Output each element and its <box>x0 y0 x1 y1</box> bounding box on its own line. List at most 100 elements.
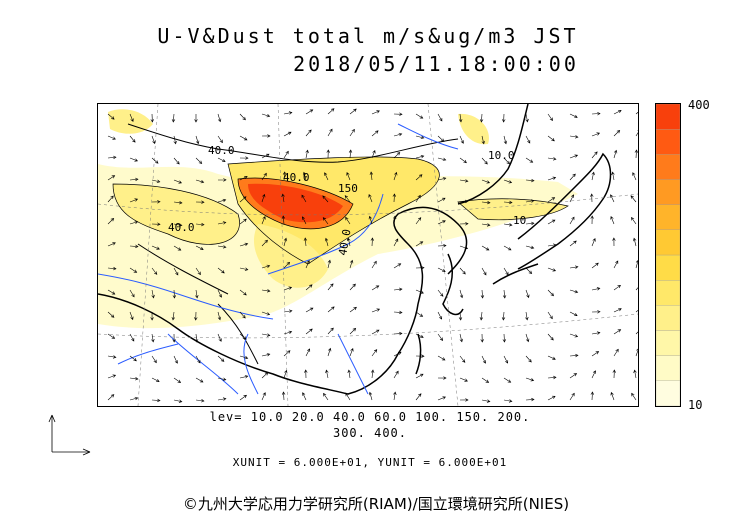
wind-arrow <box>305 284 313 291</box>
wind-arrow <box>459 289 464 299</box>
wind-arrow <box>107 217 115 225</box>
wind-arrow <box>107 394 115 401</box>
wind-arrow <box>481 267 487 276</box>
wind-arrow <box>525 221 535 226</box>
wind-arrow <box>525 113 529 123</box>
wind-vectors <box>107 108 638 403</box>
wind-arrow <box>283 309 293 313</box>
wind-arrow <box>195 289 199 299</box>
wind-arrow <box>326 149 330 159</box>
wind-arrow <box>613 308 622 313</box>
wind-arrow <box>415 266 425 270</box>
wind-arrow <box>325 369 329 379</box>
wind-arrow <box>195 135 200 145</box>
wind-arrow <box>371 110 380 115</box>
wind-arrow <box>107 242 116 247</box>
wind-arrow <box>610 194 615 203</box>
wind-arrow <box>569 194 575 203</box>
color-scale-step <box>656 129 680 155</box>
color-scale-bar <box>655 103 681 407</box>
wind-arrow <box>415 217 422 225</box>
wind-arrow <box>151 179 161 183</box>
wind-arrow <box>239 242 249 247</box>
wind-arrow <box>437 376 447 380</box>
wind-arrow <box>239 176 248 181</box>
wind-arrow <box>107 135 116 140</box>
wind-arrow <box>195 157 203 165</box>
wind-arrow <box>239 267 249 271</box>
wind-arrow <box>261 193 266 203</box>
wind-arrow <box>547 157 557 161</box>
chart-title: U-V&Dust total m/s&ug/m3 JST <box>157 24 579 48</box>
wind-arrow <box>481 157 488 165</box>
wind-arrow <box>503 355 509 364</box>
wind-arrow <box>632 172 637 181</box>
color-scale-max-label: 400 <box>688 98 710 112</box>
wind-arrow <box>480 289 485 299</box>
wind-arrow <box>591 351 600 357</box>
wind-arrow <box>613 149 618 159</box>
wind-arrow <box>635 287 638 291</box>
wind-arrow <box>129 220 139 225</box>
wind-arrow <box>610 215 615 225</box>
wind-arrow <box>151 267 158 275</box>
wind-arrow <box>459 333 463 343</box>
wind-arrow <box>437 113 443 122</box>
wind-arrow <box>547 243 557 247</box>
wind-arrow <box>172 333 176 343</box>
wind-arrow <box>261 216 266 225</box>
wind-arrow <box>525 245 535 250</box>
wind-arrow <box>349 283 356 291</box>
wind-arrow <box>437 197 446 203</box>
wind-arrow <box>371 149 376 159</box>
wind-arrow <box>195 377 204 383</box>
wind-arrow <box>129 267 138 273</box>
wind-arrow <box>415 174 423 181</box>
wind-arrow <box>525 135 531 144</box>
contour-levels-line1: lev= 10.0 20.0 40.0 60.0 100. 150. 200. <box>209 410 531 424</box>
wind-arrow <box>612 369 616 379</box>
wind-arrow <box>151 222 161 226</box>
wind-arrow <box>371 308 381 313</box>
wind-arrow <box>195 179 205 184</box>
wind-arrow <box>613 109 622 115</box>
wind-arrow <box>239 156 249 160</box>
wind-arrow <box>151 355 157 364</box>
wind-arrow <box>368 215 373 225</box>
contour-label: 40.0 <box>283 171 310 184</box>
wind-arrow <box>591 262 599 269</box>
wind-arrow <box>107 355 117 359</box>
wind-arrow <box>261 172 267 181</box>
wind-arrow <box>371 130 379 137</box>
wind-arrow <box>590 215 594 225</box>
wind-arrow <box>610 391 615 401</box>
wind-arrow <box>151 377 160 383</box>
wind-arrow <box>481 399 491 403</box>
wind-arrow <box>503 223 513 227</box>
wind-arrow <box>591 238 596 247</box>
wind-arrow <box>415 393 422 401</box>
wind-arrow <box>459 157 467 164</box>
wind-arrow <box>502 113 506 123</box>
wind-arrow <box>481 200 491 205</box>
vector-units: XUNIT = 6.000E+01, YUNIT = 6.000E+01 <box>232 456 508 469</box>
wind-arrow <box>459 113 463 123</box>
wind-arrow <box>283 237 288 247</box>
color-scale-step <box>656 330 680 356</box>
wind-arrow <box>393 263 402 269</box>
wind-arrow <box>261 239 268 247</box>
wind-arrow <box>635 130 638 137</box>
wind-arrow <box>281 193 285 203</box>
wind-arrow <box>217 135 223 144</box>
wind-arrow <box>301 216 307 225</box>
wind-arrow <box>261 134 271 138</box>
wind-arrow <box>151 200 161 204</box>
wind-arrow <box>525 178 535 183</box>
wind-arrow <box>305 260 310 269</box>
wind-arrow <box>569 373 578 379</box>
wind-arrow <box>525 267 533 275</box>
wind-arrow <box>591 331 601 335</box>
wind-arrow <box>173 267 179 276</box>
wind-arrow <box>415 311 424 317</box>
wind-arrow <box>415 241 424 247</box>
